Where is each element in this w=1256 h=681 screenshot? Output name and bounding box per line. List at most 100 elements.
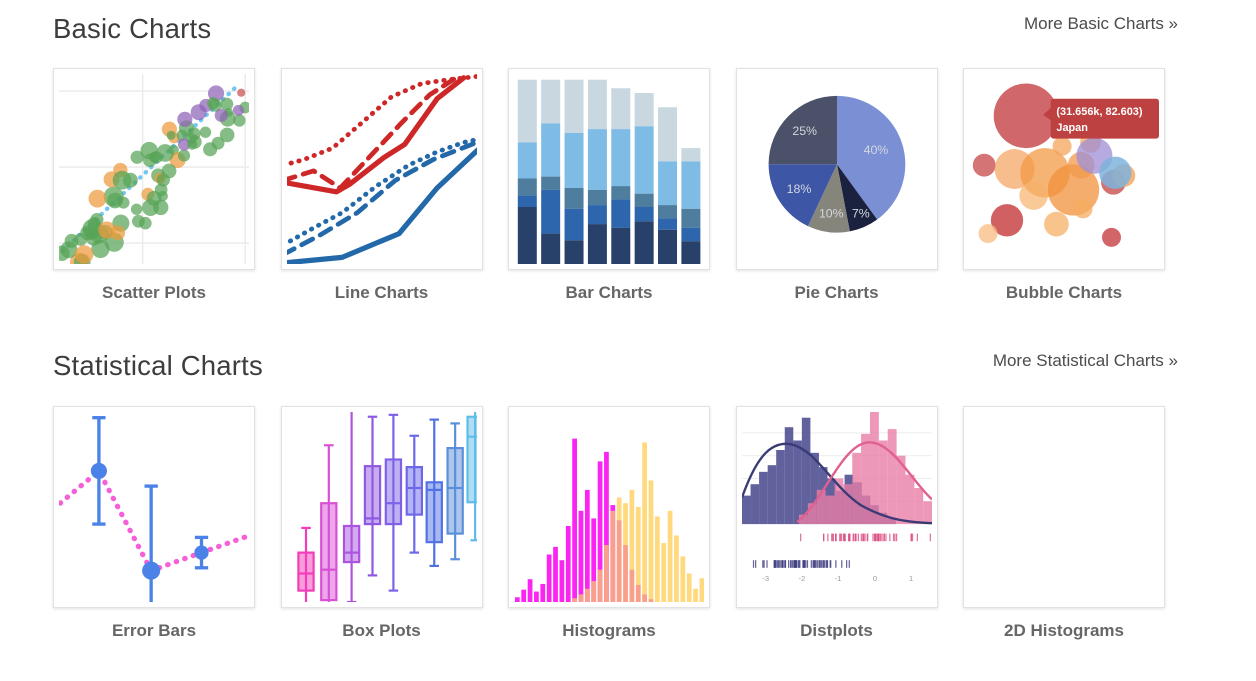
bubble: [993, 83, 1059, 149]
chart-card-label-histograms[interactable]: Histograms: [562, 620, 656, 640]
distplots-thumbnail[interactable]: -3 -2 -1 0 1: [735, 405, 938, 608]
chart-card-label-bar-charts[interactable]: Bar Charts: [565, 283, 653, 303]
box-plot: [405, 434, 423, 554]
scatter-point: [207, 97, 220, 110]
bar-segment: [611, 186, 631, 200]
chart-card-label-error-bars[interactable]: Error Bars: [111, 620, 197, 640]
box-plot: [384, 413, 402, 592]
bubble-charts-thumbnail[interactable]: (31.656k, 82.603) Japan: [963, 68, 1165, 271]
bar-segment: [541, 190, 561, 234]
error-bars-thumbnail[interactable]: [53, 405, 255, 608]
2d-histograms-thumbnail[interactable]: [963, 405, 1165, 608]
bubble: [1073, 199, 1093, 219]
bar-segment: [564, 80, 584, 134]
pink-hist-bar: [904, 474, 914, 524]
more-basic-charts-link[interactable]: More Basic Charts »: [1024, 14, 1178, 33]
pie-label-40: 40%: [863, 143, 888, 157]
chart-card-label-bubble-charts[interactable]: Bubble Charts: [1005, 283, 1123, 303]
scatter-point: [107, 193, 123, 209]
navy-hist-bar: [741, 495, 751, 524]
yellow-hist-bar: [629, 489, 635, 602]
hover-tooltip: (31.656k, 82.603) Japan: [1043, 99, 1159, 139]
chart-card-label-pie-charts[interactable]: Pie Charts: [794, 283, 879, 303]
bar-segment: [658, 218, 678, 231]
chart-card-label-scatter-plots[interactable]: Scatter Plots: [102, 283, 206, 303]
chart-card-label-2d-histograms[interactable]: 2D Histograms: [1004, 620, 1124, 640]
pie-label-10: 10%: [818, 207, 843, 221]
pink-hist-bar: [860, 433, 870, 524]
overlap-hist-bar: [578, 594, 584, 602]
scatter-point: [153, 200, 169, 216]
histograms-thumbnail[interactable]: [508, 405, 710, 608]
scatter-point: [143, 153, 157, 168]
navy-hist-bar: [750, 483, 759, 524]
bar-segment: [587, 80, 607, 130]
bar-segment: [564, 133, 584, 189]
data-point-2: [142, 561, 161, 580]
bar-segment: [517, 207, 537, 265]
magenta-hist-bar: [534, 591, 539, 602]
statistical-charts-row: Error Bars Box Plots Histograms: [53, 405, 1165, 641]
bar-segment: [681, 241, 701, 265]
overlap-hist-bar: [616, 520, 622, 602]
box-plot: [465, 411, 477, 542]
chart-card-error-bars: Error Bars: [53, 405, 255, 641]
bar-segment: [634, 221, 654, 265]
scatter-point: [156, 144, 174, 163]
bar-segment: [541, 123, 561, 177]
line-charts-thumbnail[interactable]: [280, 68, 483, 271]
box-plot: [296, 526, 315, 602]
scatter-point: [176, 129, 188, 142]
bubble: [990, 204, 1024, 237]
scatter-point: [233, 114, 246, 128]
bar-segment: [658, 107, 678, 162]
data-point-1: [90, 462, 107, 479]
bar-segment: [634, 194, 654, 208]
yellow-hist-bar: [635, 506, 641, 602]
charts-gallery: Basic Charts More Basic Charts » Scatt: [53, 12, 1178, 641]
bubble: [1102, 228, 1121, 248]
data-point-3: [194, 545, 209, 560]
blue-solid-line: [286, 147, 477, 265]
box-plots-thumbnail[interactable]: [280, 405, 483, 608]
chart-card-distplots: -3 -2 -1 0 1 Distplots: [735, 405, 938, 641]
tick-label: 1: [908, 574, 912, 583]
chart-card-label-box-plots[interactable]: Box Plots: [342, 620, 421, 640]
chart-card-label-distplots[interactable]: Distplots: [800, 620, 873, 640]
pink-hist-bar: [887, 428, 897, 524]
tick-label: -3: [762, 574, 769, 583]
bar-segment: [681, 228, 701, 242]
scatter-point: [130, 203, 143, 216]
magenta-hist-bar: [578, 510, 584, 602]
bar-charts-thumbnail[interactable]: [508, 68, 710, 271]
bubble: [1019, 181, 1048, 211]
chart-card-bubble-charts: (31.656k, 82.603) Japan Bubble Charts: [963, 68, 1165, 303]
tick-label: -1: [834, 574, 841, 583]
bar-segment: [587, 190, 607, 206]
bar-segment: [681, 209, 701, 229]
bar-segment: [658, 161, 678, 206]
bar-segment: [634, 126, 654, 195]
section-statistical-charts: Statistical Charts More Statistical Char…: [53, 349, 1178, 640]
scatter-plots-thumbnail[interactable]: [53, 68, 255, 271]
pie-label-25: 25%: [792, 124, 817, 138]
scatter-point: [178, 138, 191, 152]
magenta-hist-bar: [559, 559, 565, 602]
more-statistical-charts-link[interactable]: More Statistical Charts »: [992, 351, 1178, 371]
overlap-hist-bar: [629, 569, 635, 602]
bar-segment: [634, 93, 654, 127]
overlap-hist-bar: [591, 580, 597, 602]
bar-segment: [611, 129, 631, 187]
pie-slice-25: [768, 96, 837, 165]
yellow-hist-bar: [654, 516, 660, 602]
tick-label: -2: [798, 574, 805, 583]
magenta-hist-bar: [584, 489, 590, 602]
overlap-hist-bar: [635, 584, 641, 602]
pie-charts-thumbnail[interactable]: 40% 25% 18% 10% 7%: [735, 68, 938, 271]
pink-hist-bar: [807, 502, 817, 524]
navy-hist-bar: [809, 452, 819, 524]
chart-card-label-line-charts[interactable]: Line Charts: [334, 283, 429, 303]
tooltip-country: Japan: [1056, 122, 1088, 134]
pie-slice-7: [836, 164, 877, 232]
scatter-point: [232, 105, 244, 117]
